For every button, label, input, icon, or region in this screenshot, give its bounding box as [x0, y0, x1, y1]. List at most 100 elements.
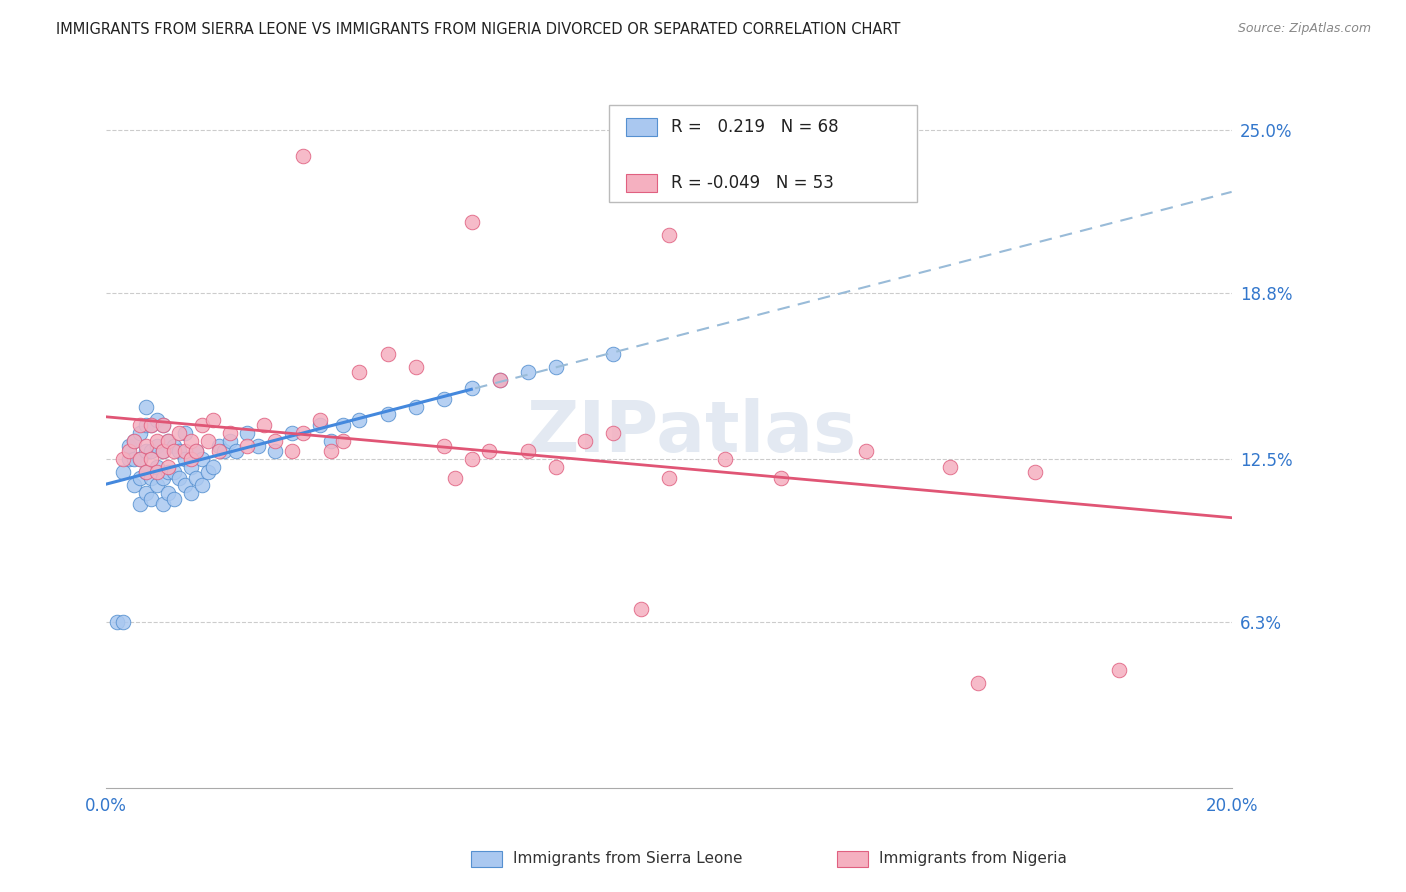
Point: [461, 215, 484, 229]
Point: [202, 412, 225, 426]
Point: [157, 466, 180, 480]
Point: [180, 452, 202, 467]
Point: [186, 444, 208, 458]
Point: [157, 486, 180, 500]
Point: [169, 470, 191, 484]
Text: Immigrants from Nigeria: Immigrants from Nigeria: [879, 852, 1067, 866]
Point: [112, 615, 135, 630]
Point: [1108, 663, 1130, 677]
Point: [191, 452, 214, 467]
Point: [349, 412, 371, 426]
Point: [546, 359, 568, 374]
Point: [191, 417, 214, 432]
Point: [129, 417, 152, 432]
Point: [1024, 466, 1046, 480]
Text: Source: ZipAtlas.com: Source: ZipAtlas.com: [1237, 22, 1371, 36]
Point: [135, 466, 157, 480]
Point: [309, 417, 332, 432]
Point: [141, 444, 163, 458]
Point: [129, 425, 152, 440]
Point: [141, 452, 163, 467]
Point: [135, 417, 157, 432]
Point: [208, 439, 231, 453]
Point: [433, 392, 456, 406]
Point: [152, 497, 174, 511]
Point: [186, 444, 208, 458]
Point: [444, 470, 467, 484]
Point: [124, 452, 146, 467]
Point: [517, 365, 540, 379]
Point: [461, 452, 484, 467]
Point: [135, 439, 157, 453]
Point: [141, 417, 163, 432]
Point: [770, 470, 793, 484]
Point: [152, 444, 174, 458]
Point: [129, 452, 152, 467]
Point: [281, 425, 304, 440]
Point: [135, 486, 157, 500]
Point: [197, 434, 219, 448]
Text: R =   0.219   N = 68: R = 0.219 N = 68: [671, 118, 838, 136]
Point: [157, 434, 180, 448]
Point: [135, 400, 157, 414]
Point: [489, 373, 512, 387]
Point: [174, 444, 197, 458]
Point: [236, 439, 259, 453]
Point: [264, 444, 287, 458]
Point: [247, 439, 270, 453]
Point: [658, 470, 681, 484]
Point: [236, 425, 259, 440]
Point: [124, 434, 146, 448]
Point: [478, 444, 501, 458]
Point: [152, 417, 174, 432]
Point: [714, 452, 737, 467]
Point: [253, 417, 276, 432]
Point: [309, 412, 332, 426]
Point: [180, 460, 202, 475]
Point: [461, 381, 484, 395]
Point: [107, 615, 129, 630]
Point: [186, 470, 208, 484]
Point: [967, 676, 990, 690]
Point: [141, 417, 163, 432]
Point: [129, 452, 152, 467]
Point: [169, 444, 191, 458]
Point: [602, 425, 624, 440]
Point: [157, 434, 180, 448]
Point: [174, 425, 197, 440]
Point: [180, 434, 202, 448]
Text: Immigrants from Sierra Leone: Immigrants from Sierra Leone: [513, 852, 742, 866]
Point: [208, 444, 231, 458]
Point: [112, 466, 135, 480]
Point: [146, 466, 169, 480]
Point: [219, 434, 242, 448]
Point: [141, 470, 163, 484]
Point: [152, 417, 174, 432]
Point: [146, 412, 169, 426]
Point: [118, 452, 141, 467]
Point: [489, 373, 512, 387]
Point: [124, 434, 146, 448]
Point: [321, 434, 343, 448]
Point: [141, 491, 163, 506]
Point: [163, 444, 186, 458]
Point: [855, 444, 877, 458]
Point: [112, 452, 135, 467]
Point: [146, 434, 169, 448]
Point: [377, 347, 399, 361]
Point: [118, 439, 141, 453]
Point: [202, 460, 225, 475]
Point: [135, 444, 157, 458]
Point: [152, 470, 174, 484]
Text: R = -0.049   N = 53: R = -0.049 N = 53: [671, 174, 834, 192]
Point: [292, 425, 315, 440]
Point: [332, 417, 354, 432]
Point: [174, 478, 197, 492]
Point: [180, 486, 202, 500]
Point: [546, 460, 568, 475]
Point: [658, 228, 681, 243]
Point: [433, 439, 456, 453]
Point: [214, 444, 236, 458]
Point: [135, 466, 157, 480]
Point: [225, 444, 247, 458]
